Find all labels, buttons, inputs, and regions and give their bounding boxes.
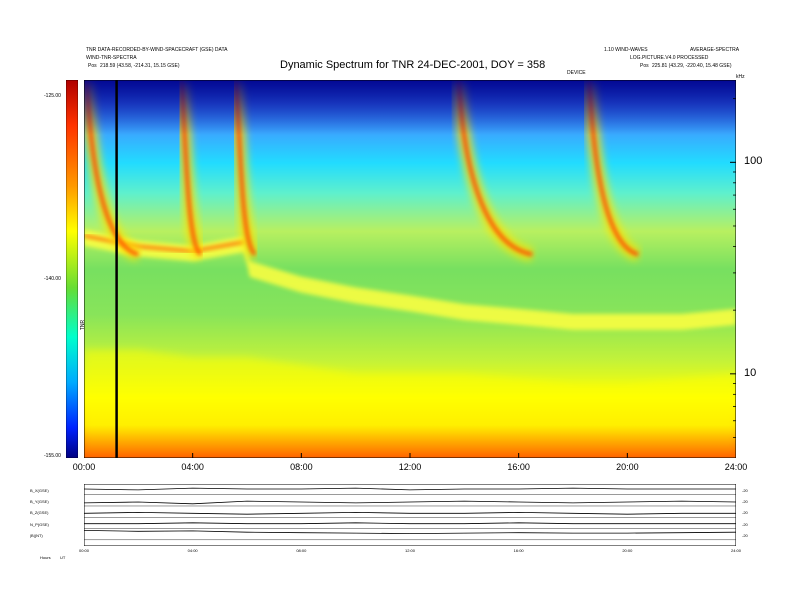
header-khz-label: kHz xyxy=(736,74,745,80)
colorbar xyxy=(66,80,78,458)
bottom-unit-label: UT xyxy=(60,555,66,560)
x-tick-label: 12:00 xyxy=(398,462,422,472)
spectrogram-bottom-band xyxy=(84,425,736,458)
series-label: N_P(GSE) xyxy=(30,521,49,527)
series-right-axis-label: -20 xyxy=(742,521,748,527)
panel-x-tick-label: 08:00 xyxy=(296,548,307,553)
x-tick-label: 00:00 xyxy=(72,462,96,472)
line-panel xyxy=(84,484,736,546)
x-tick-label: 08:00 xyxy=(290,462,313,472)
y-tick-label: 100 xyxy=(744,155,763,168)
series-line xyxy=(84,511,736,515)
y-tick-label: 10 xyxy=(744,366,757,379)
series-right-axis-label: -20 xyxy=(742,499,748,505)
header-pos-right-label: Pos xyxy=(640,63,649,69)
series-line xyxy=(84,530,736,535)
panel-x-tick-label: 16:00 xyxy=(513,548,524,553)
x-tick-label: 24:00 xyxy=(724,462,748,472)
x-tick-label: 16:00 xyxy=(507,462,530,472)
series-right-axis-label: -20 xyxy=(742,510,748,516)
series-line xyxy=(84,487,736,491)
colorbar-gradient xyxy=(66,80,78,458)
header-left-line1: TNR DATA-RECORDED-BY-WIND-SPACECRAFT (GS… xyxy=(86,47,228,53)
panel-x-tick-label: 00:00 xyxy=(78,548,90,553)
header-pos-left-value: 218.59 (43.58, -214.31, 15.15 GSE) xyxy=(100,63,180,69)
plasma-line-upper-red xyxy=(84,234,245,253)
series-label: B_X(GSE) xyxy=(30,487,49,493)
header-right-line3: LOG.PICTURE.V4.0 PROCESSED xyxy=(630,55,709,61)
colorbar-tick-bottom: -155.00 xyxy=(44,453,61,459)
x-tick-label: 20:00 xyxy=(616,462,639,472)
panel-x-tick-label: 04:00 xyxy=(187,548,198,553)
series-label: |B|(NT) xyxy=(30,532,43,538)
chart-title: Dynamic Spectrum for TNR 24-DEC-2001, DO… xyxy=(280,59,546,71)
header-pos-right-value: 225.81 (43.29, -220.40, 15.48 GSE) xyxy=(652,63,732,69)
bottom-hours-label: Hours xyxy=(40,555,51,560)
series-right-axis-label: -20 xyxy=(742,487,748,493)
header-pos-left-label: Pos xyxy=(88,63,97,69)
x-tick-label: 04:00 xyxy=(181,462,204,472)
series-label: B_Y(GSE) xyxy=(30,499,49,505)
series-right-axis-label: -20 xyxy=(742,532,748,538)
header-left-line2: WIND-TNR-SPECTRA xyxy=(86,55,137,61)
spectrogram xyxy=(84,80,736,458)
series-line xyxy=(84,500,736,505)
line-panel-frame xyxy=(84,484,736,546)
colorbar-tick-mid: -140.00 xyxy=(44,276,61,282)
spectrogram-top-band xyxy=(84,80,736,135)
header-right-line1: 1.10 WIND-WAVES xyxy=(604,47,648,53)
colorbar-tick-top: -125.00 xyxy=(44,93,61,99)
panel-x-tick-label: 24:00 xyxy=(730,548,742,553)
panel-x-tick-label: 20:00 xyxy=(622,548,633,553)
header-center-label: DEVICE xyxy=(567,70,586,76)
header-right-line2: AVERAGE-SPECTRA xyxy=(690,47,740,53)
panel-x-tick-label: 12:00 xyxy=(404,548,416,553)
series-line xyxy=(84,522,736,525)
series-label: B_Z(GSE) xyxy=(30,510,49,516)
